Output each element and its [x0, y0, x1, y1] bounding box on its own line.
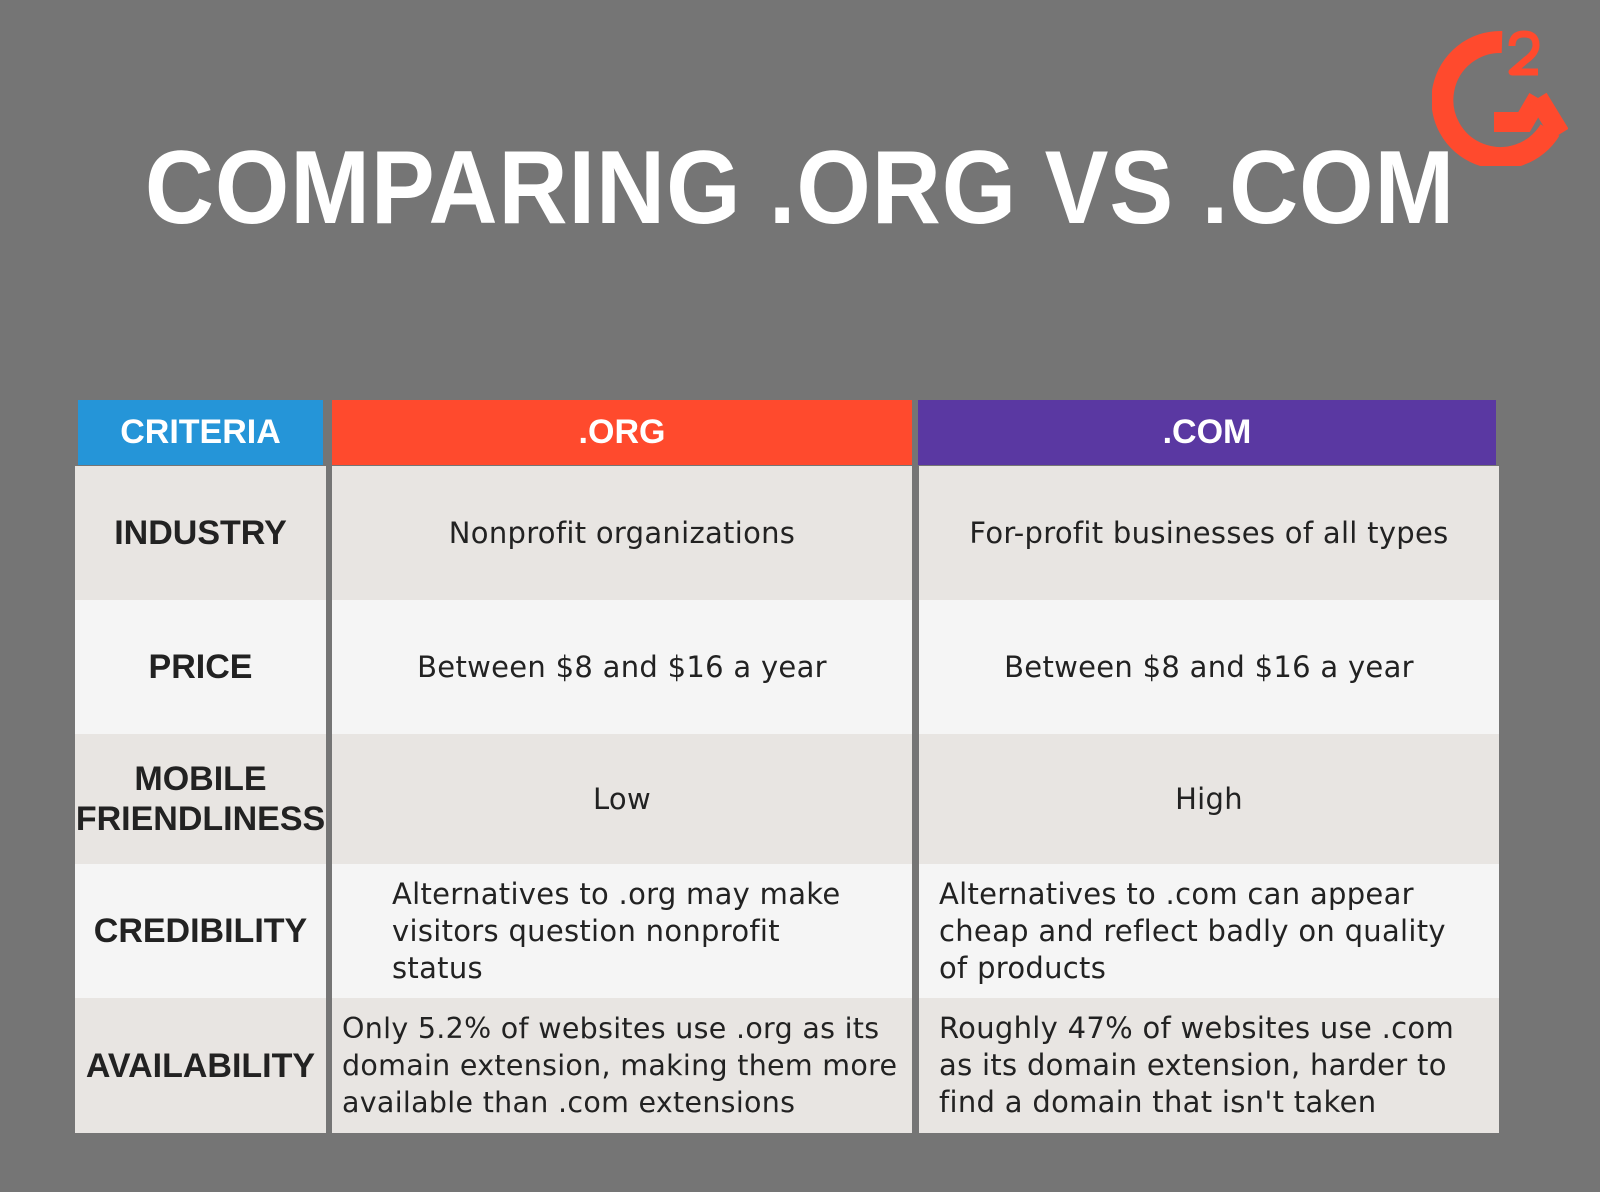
com-industry: For-profit businesses of all types	[919, 466, 1499, 600]
criteria-mobile-friendliness: MOBILE FRIENDLINESS	[75, 734, 326, 864]
criteria-industry: INDUSTRY	[75, 466, 326, 600]
org-price: Between $8 and $16 a year	[332, 600, 912, 734]
criteria-availability: AVAILABILITY	[75, 998, 326, 1133]
com-price: Between $8 and $16 a year	[919, 600, 1499, 734]
com-credibility: Alternatives to .com can appear cheap an…	[919, 864, 1499, 998]
org-industry: Nonprofit organizations	[332, 466, 912, 600]
org-mobile-friendliness: Low	[332, 734, 912, 864]
criteria-credibility: CREDIBILITY	[75, 864, 326, 998]
com-availability: Roughly 47% of websites use .com as its …	[919, 998, 1499, 1133]
org-credibility: Alternatives to .org may make visitors q…	[332, 864, 912, 998]
g2-logo	[1432, 30, 1568, 166]
com-mobile-friendliness: High	[919, 734, 1499, 864]
header-com: .COM	[918, 400, 1496, 465]
org-availability: Only 5.2% of websites use .org as its do…	[332, 998, 912, 1133]
criteria-price: PRICE	[75, 600, 326, 734]
page-title: COMPARING .ORG VS .COM	[144, 130, 1456, 246]
header-criteria: CRITERIA	[78, 400, 323, 465]
header-org: .ORG	[332, 400, 912, 465]
